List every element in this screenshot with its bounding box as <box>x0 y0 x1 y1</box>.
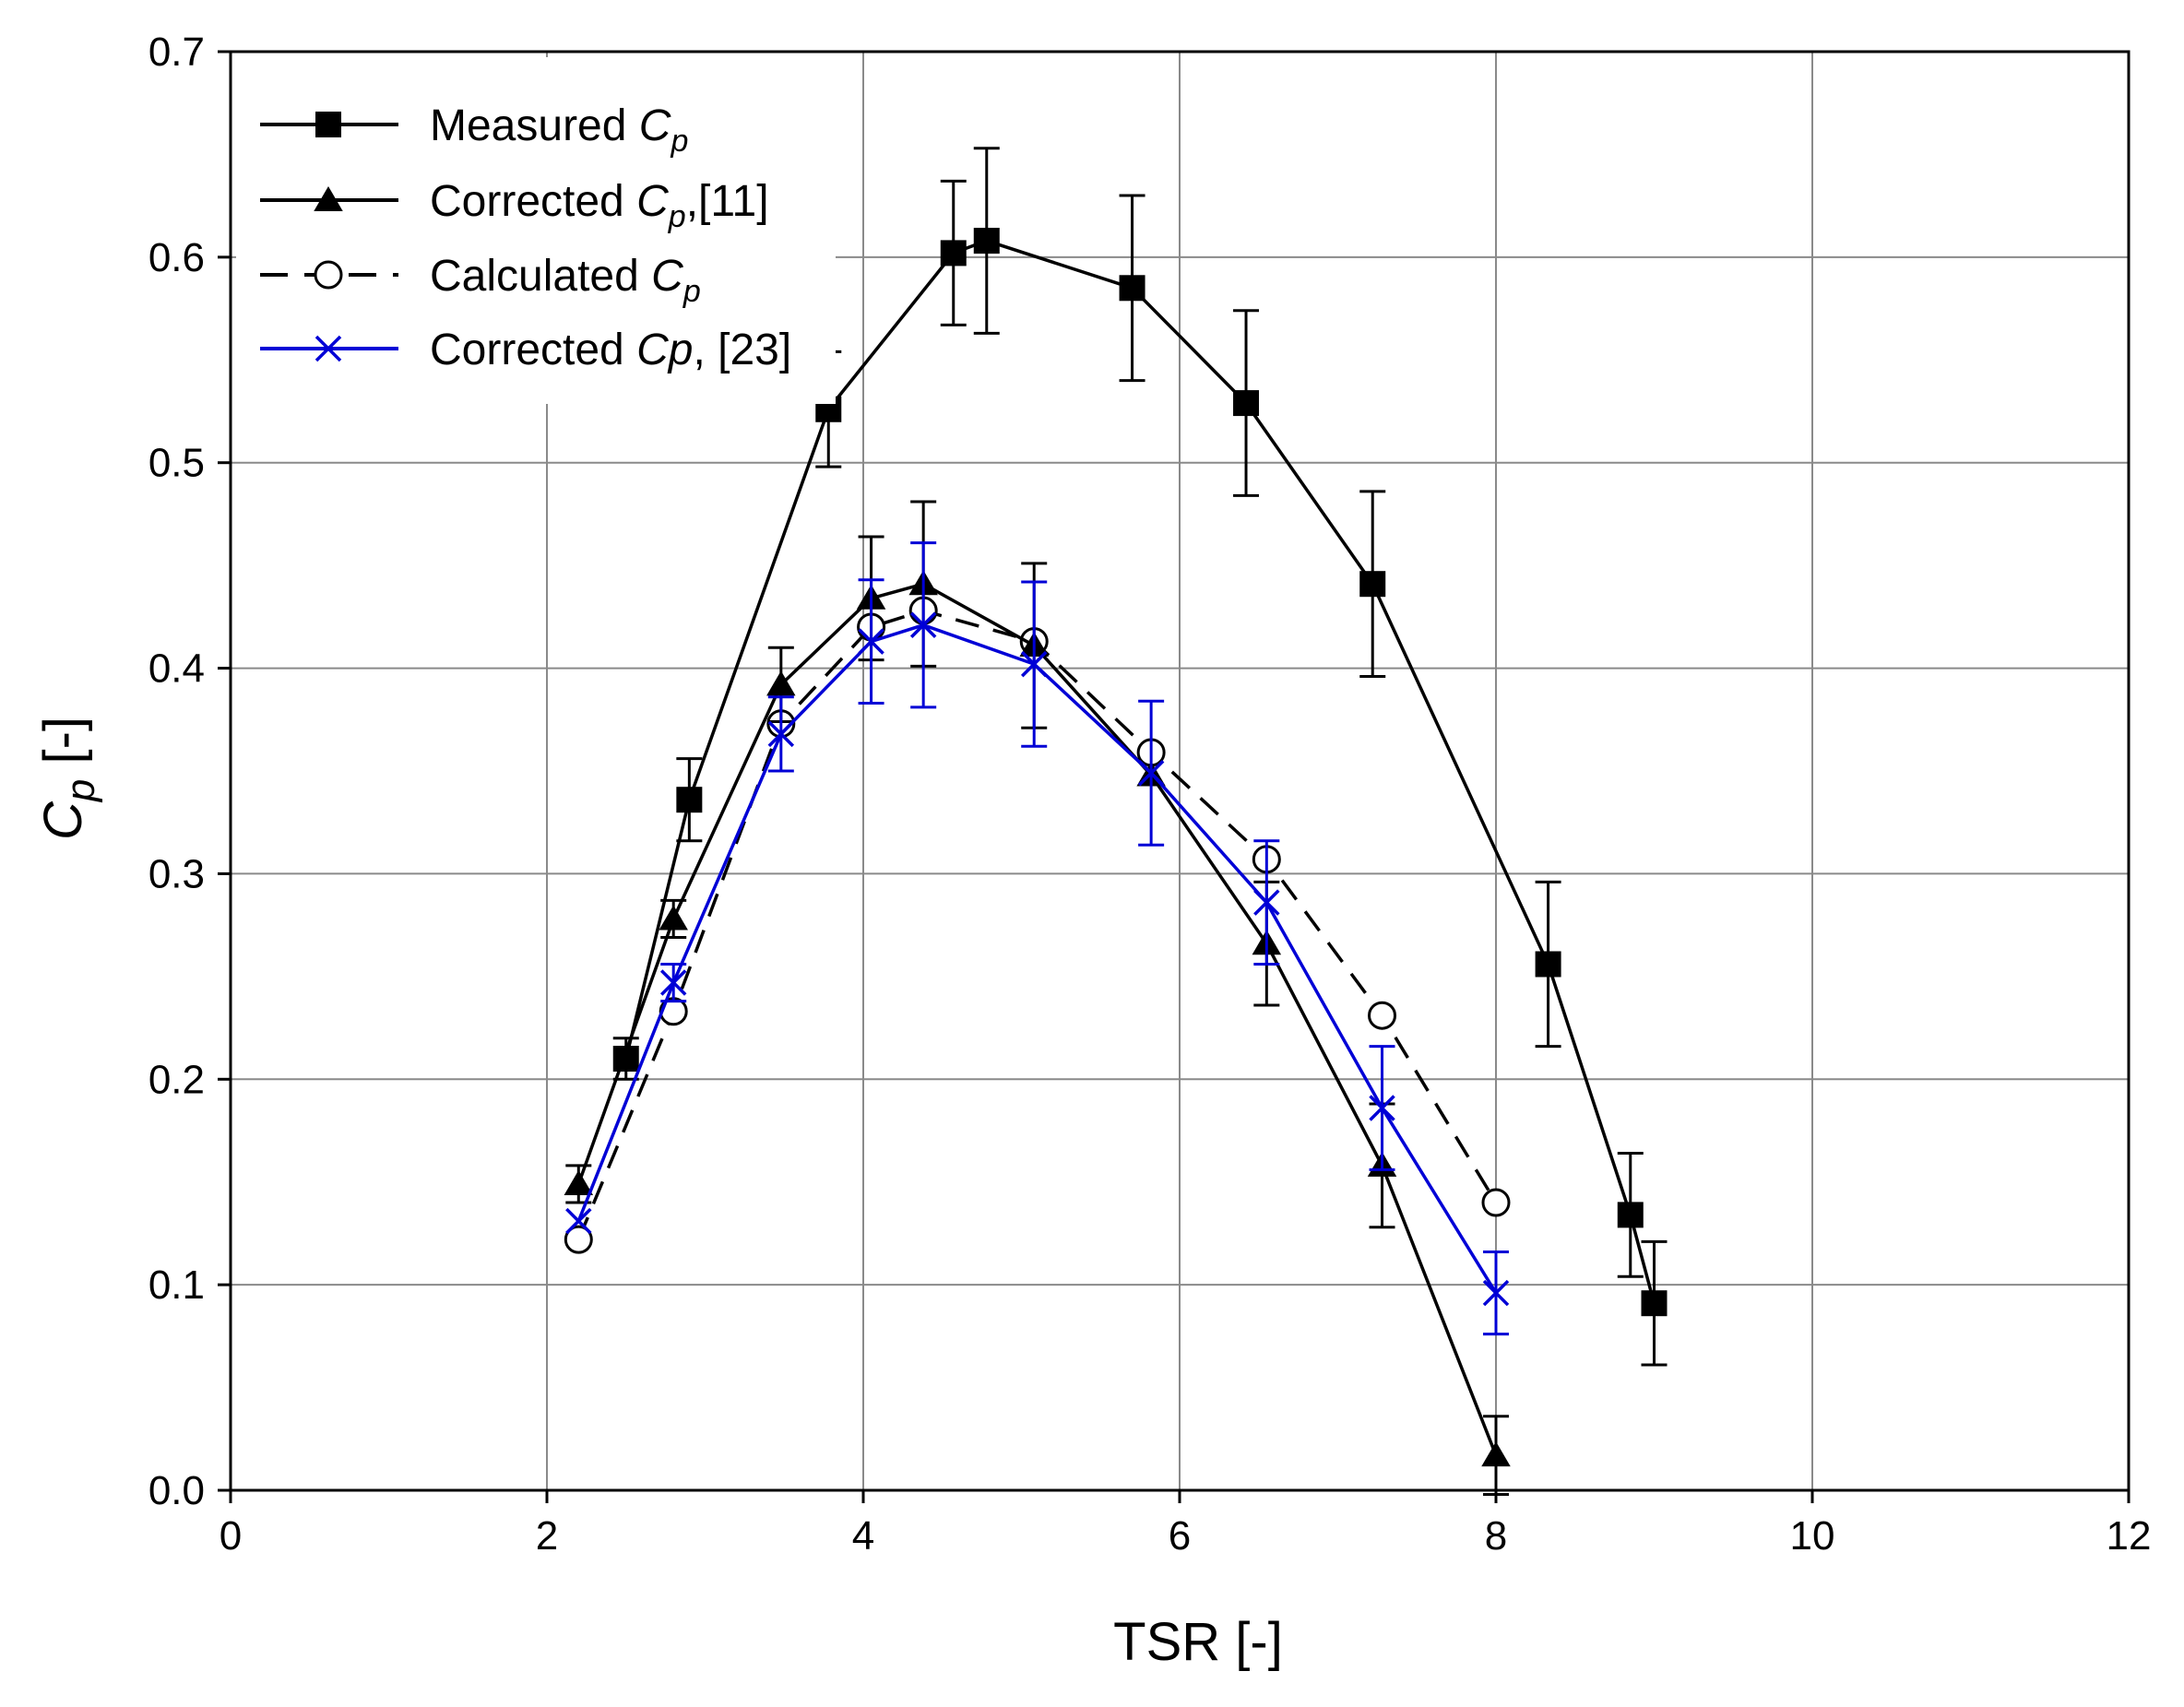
data-series <box>564 147 1668 1496</box>
data-point-square <box>676 787 703 813</box>
y-axis-title-unit: [-] <box>33 717 93 779</box>
data-point-x-stroke <box>767 720 795 748</box>
data-point-x <box>1137 759 1165 787</box>
x-tick-label: 0 <box>220 1513 242 1559</box>
legend-label-prefix: Measured <box>430 101 639 150</box>
series-triangle <box>564 500 1511 1496</box>
legend-label-suffix: , [23] <box>693 326 791 374</box>
data-point-square <box>1233 390 1260 417</box>
data-point-triangle <box>564 1169 594 1195</box>
data-point-circle <box>1481 1188 1511 1217</box>
data-point-x-stroke <box>1020 650 1048 678</box>
data-point-square <box>1617 1202 1644 1228</box>
data-point-circle <box>1368 1001 1397 1030</box>
y-tick-label: 0.1 <box>148 1262 205 1308</box>
y-tick-label: 0.4 <box>148 646 205 692</box>
x-tick-label: 8 <box>1485 1513 1507 1559</box>
x-tick-label: 2 <box>536 1513 558 1559</box>
data-point-x <box>1369 1095 1395 1121</box>
data-point-x-stroke <box>565 1207 592 1235</box>
data-point-square <box>612 1046 639 1072</box>
data-point-x-stroke <box>909 611 937 639</box>
x-tick-label: 6 <box>1169 1513 1191 1559</box>
data-point-x <box>1253 889 1280 916</box>
legend-label-suffix: ,[11] <box>686 177 769 226</box>
data-point-triangle <box>766 670 796 696</box>
data-point-square <box>973 228 1000 255</box>
data-point-square <box>315 112 341 137</box>
legend-item: Corrected Cp, [23] <box>260 326 791 374</box>
data-point-circle <box>314 260 343 290</box>
series-x <box>565 541 1510 1336</box>
data-point-x <box>767 720 795 748</box>
data-point-x-stroke <box>1482 1279 1510 1307</box>
data-point-x <box>315 335 342 362</box>
y-tick-label: 0.2 <box>148 1057 205 1102</box>
legend-item: Calculated Cp <box>260 252 701 309</box>
data-point-x-stroke <box>1253 889 1280 916</box>
legend-label-subscript: p <box>670 124 688 159</box>
x-axis-title: TSR [-] <box>1113 1612 1283 1672</box>
axes: 0 2 4 6 8 10 12 0.0 0.1 0.2 0.3 0.4 0.5 0.6 0.7 TSR [-]… <box>33 30 2151 1672</box>
data-point-square <box>1641 1290 1668 1317</box>
y-tick-label: 0.6 <box>148 235 205 280</box>
data-point-x-stroke <box>858 628 884 655</box>
data-point-x-stroke <box>315 335 342 362</box>
legend-label-symbol: C <box>651 252 683 301</box>
data-point-circle <box>564 1225 593 1254</box>
data-point-x-stroke <box>659 969 687 996</box>
legend-label: Calculated Cp <box>430 252 701 309</box>
y-axis-title-subscript: p <box>58 779 103 803</box>
legend-label-symbol: Cp <box>636 326 693 374</box>
data-point-triangle <box>1481 1441 1511 1467</box>
legend-label: Measured Cp <box>430 101 688 159</box>
data-point-square <box>1119 275 1145 302</box>
legend-label-prefix: Calculated <box>430 252 651 301</box>
y-tick-label: 0.0 <box>148 1468 205 1513</box>
y-axis-title-symbol: C <box>33 800 93 840</box>
data-point-square <box>940 240 967 267</box>
legend-label-subscript: p <box>682 274 701 309</box>
data-point-triangle <box>314 186 343 211</box>
series-line <box>576 622 1498 1294</box>
series-line <box>576 609 1498 1240</box>
y-axis-title: Cp [-] <box>33 717 103 840</box>
y-tick-label: 0.3 <box>148 851 205 896</box>
series-circle-open <box>564 596 1511 1254</box>
x-tick-label: 10 <box>1790 1513 1835 1559</box>
legend-label-prefix: Corrected <box>430 326 636 374</box>
legend-label: Corrected Cp, [23] <box>430 326 791 374</box>
legend-label-symbol: C <box>636 177 669 226</box>
legend-label: Corrected Cp,[11] <box>430 177 769 234</box>
data-point-x <box>858 628 884 655</box>
data-point-x-stroke <box>1137 759 1165 787</box>
y-tick-label: 0.5 <box>148 441 205 486</box>
data-point-x <box>565 1207 592 1235</box>
series-line <box>576 582 1498 1456</box>
legend-item: Corrected Cp,[11] <box>260 177 769 234</box>
x-tick-label: 12 <box>2107 1513 2152 1559</box>
data-point-square <box>1359 571 1386 598</box>
data-point-x <box>909 611 937 639</box>
data-point-x-stroke <box>1369 1095 1395 1121</box>
legend-label-subscript: p <box>668 199 686 234</box>
data-point-x <box>1482 1279 1510 1307</box>
series-square <box>612 147 1668 1367</box>
legend-label-symbol: C <box>639 101 671 150</box>
data-point-triangle <box>659 905 688 931</box>
legend-label-prefix: Corrected <box>430 177 636 226</box>
data-point-x <box>1020 650 1048 678</box>
legend-item: Measured Cp <box>260 101 688 159</box>
y-tick-label: 0.7 <box>148 30 205 75</box>
data-point-x <box>659 969 687 996</box>
x-tick-label: 4 <box>852 1513 874 1559</box>
data-point-square <box>1535 951 1561 978</box>
